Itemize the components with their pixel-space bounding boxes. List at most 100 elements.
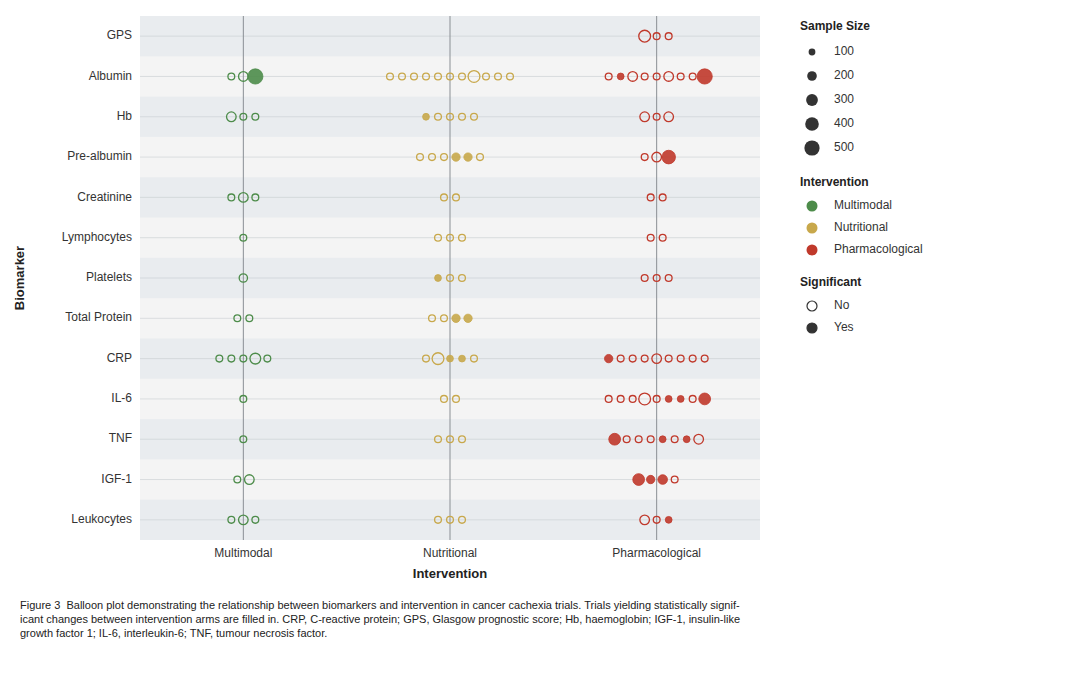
balloon [471, 113, 478, 120]
y-tick-label: IGF-1 [101, 472, 132, 486]
y-tick-label: Total Protein [65, 310, 132, 324]
legend-label: Nutritional [834, 220, 888, 234]
balloon [640, 112, 650, 122]
x-tick-label: Multimodal [214, 546, 272, 560]
balloon [453, 396, 460, 403]
balloon [617, 73, 624, 80]
caption: Figure 3 Balloon plot demonstrating the … [20, 598, 1050, 640]
balloon [683, 436, 690, 443]
balloon [639, 393, 651, 405]
balloon [435, 275, 442, 282]
balloon [239, 274, 247, 282]
balloon [699, 393, 711, 405]
balloon [459, 436, 466, 443]
legend-size-marker [805, 117, 819, 131]
balloon [640, 515, 650, 525]
legend-size-marker [807, 71, 817, 81]
balloon [459, 355, 466, 362]
balloon [671, 436, 678, 443]
balloon [664, 72, 674, 82]
balloon [234, 476, 241, 483]
grid-line-x [243, 16, 244, 540]
balloon [665, 516, 672, 523]
balloon [609, 433, 621, 445]
balloon [635, 436, 642, 443]
legend-title: Sample Size [800, 19, 870, 33]
balloon [653, 396, 660, 403]
balloon [653, 73, 660, 80]
balloon [653, 516, 660, 523]
y-tick-label: Albumin [89, 69, 132, 83]
x-axis-label: Intervention [413, 566, 487, 581]
balloon [495, 73, 502, 80]
balloon [447, 436, 454, 443]
balloon [641, 275, 648, 282]
balloon [447, 113, 454, 120]
y-tick-label: Pre-albumin [67, 149, 132, 163]
balloon [459, 516, 466, 523]
balloon [677, 355, 684, 362]
balloon [245, 475, 255, 485]
balloon [605, 354, 613, 362]
balloon [665, 33, 672, 40]
plot-background [140, 16, 760, 540]
balloon [264, 355, 271, 362]
balloon [239, 515, 249, 525]
y-tick-label: Creatinine [77, 190, 132, 204]
balloon [659, 436, 666, 443]
balloon [639, 30, 651, 42]
x-tick-label: Pharmacological [612, 546, 701, 560]
legend-label: Multimodal [834, 198, 892, 212]
balloon [435, 113, 442, 120]
balloon [507, 73, 514, 80]
legend-label: Yes [834, 320, 854, 334]
grid-line-x [450, 16, 451, 540]
balloon [641, 355, 648, 362]
balloon [477, 154, 484, 161]
balloon [662, 150, 676, 164]
balloon [623, 436, 630, 443]
balloon [665, 396, 672, 403]
balloon [435, 73, 442, 80]
balloon [652, 354, 662, 364]
legend-size-marker [804, 140, 819, 155]
balloon [664, 112, 674, 122]
balloon [665, 275, 672, 282]
balloon [658, 475, 668, 485]
balloon [459, 113, 466, 120]
balloon [447, 516, 454, 523]
y-tick-label: Leukocytes [71, 512, 132, 526]
balloon [689, 73, 696, 80]
balloon [653, 275, 660, 282]
legend-label: 500 [834, 140, 854, 154]
balloon [240, 396, 247, 403]
balloon [441, 194, 448, 201]
legend-label: 400 [834, 116, 854, 130]
balloon [429, 315, 436, 322]
balloon [228, 194, 235, 201]
legend-color-marker [807, 223, 818, 234]
balloon [652, 152, 662, 162]
balloon [605, 73, 612, 80]
balloon [441, 396, 448, 403]
y-tick-label: Platelets [86, 270, 132, 284]
balloon [447, 355, 454, 362]
balloon [653, 113, 660, 120]
balloon [697, 69, 712, 84]
balloon [417, 154, 424, 161]
balloon [240, 234, 247, 241]
y-axis-label: Biomarker [12, 246, 27, 310]
balloon [483, 73, 490, 80]
balloon [689, 355, 696, 362]
balloon [641, 73, 648, 80]
chart: GPSAlbuminHbPre-albuminCreatinineLymphoc… [0, 0, 1066, 590]
legend-label: No [834, 298, 850, 312]
balloon [250, 353, 261, 364]
balloon [447, 234, 454, 241]
legend-color-marker [807, 245, 818, 256]
balloon [239, 72, 249, 82]
legend-label: 300 [834, 92, 854, 106]
balloon [216, 355, 223, 362]
balloon [240, 113, 247, 120]
balloon [629, 355, 636, 362]
